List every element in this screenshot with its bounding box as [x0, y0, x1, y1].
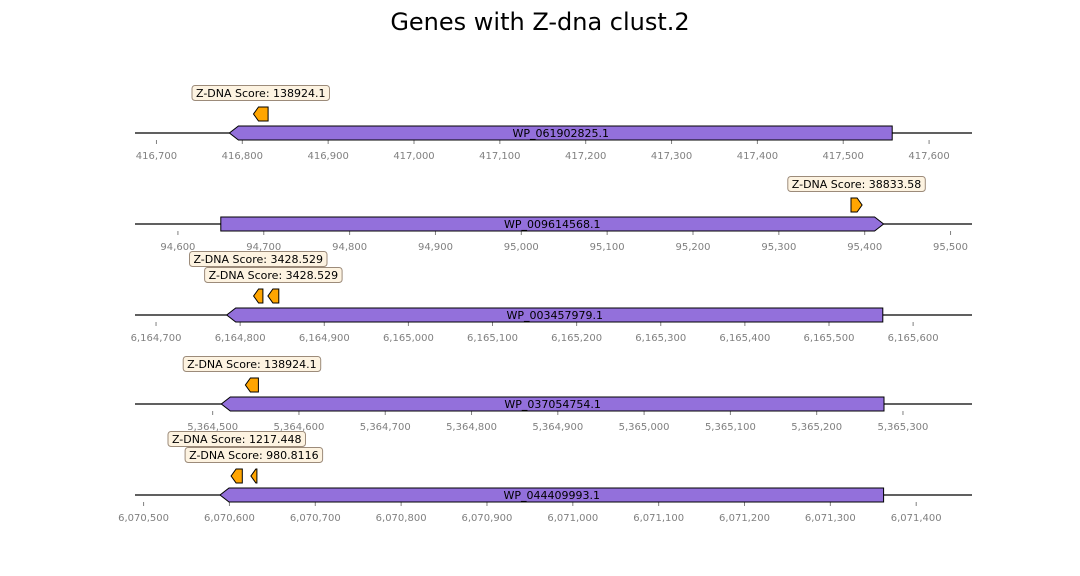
x-tick-label: 95,100 — [590, 242, 625, 253]
x-tick-label: 5,365,300 — [878, 422, 929, 433]
x-tick-label: 94,900 — [418, 242, 453, 253]
zdna-label-text: Z-DNA Score: 138924.1 — [196, 87, 326, 100]
zdna-label-box — [184, 447, 324, 463]
gene-track: 6,070,500 6,070,600 6,070,700 6,070,800 6,07… — [118, 431, 972, 524]
zdna-label-box — [191, 85, 330, 101]
x-tick-label: 5,364,500 — [187, 422, 238, 433]
zdna-score-label: Z-DNA Score: 38833.58 — [787, 176, 926, 192]
zdna-label-box — [787, 176, 926, 192]
x-tick-label: 6,071,300 — [805, 513, 856, 524]
x-tick-label: 5,364,700 — [360, 422, 411, 433]
zdna-feature — [850, 197, 863, 213]
zdna-feature — [267, 288, 280, 304]
zdna-feature — [252, 106, 269, 122]
x-tick-label: 6,070,600 — [204, 513, 255, 524]
zdna-feature — [244, 377, 259, 393]
x-tick-label: 417,300 — [651, 151, 692, 162]
x-tick-label: 416,700 — [136, 151, 177, 162]
zdna-label-text: Z-DNA Score: 138924.1 — [187, 358, 317, 371]
x-tick-label: 6,070,500 — [118, 513, 169, 524]
gene-label: WP_044409993.1 — [504, 489, 601, 502]
gene-label: WP_061902825.1 — [513, 127, 610, 140]
x-tick-label: 6,165,100 — [467, 333, 518, 344]
zdna-label-box — [167, 431, 306, 447]
zdna-label-text: Z-DNA Score: 1217.448 — [172, 433, 302, 446]
x-tick-label: 95,200 — [676, 242, 711, 253]
zdna-score-label: Z-DNA Score: 138924.1 — [191, 85, 330, 101]
x-tick-label: 417,500 — [823, 151, 864, 162]
x-tick-label: 95,000 — [504, 242, 539, 253]
x-tick-label: 6,165,300 — [635, 333, 686, 344]
x-tick-label: 6,071,100 — [633, 513, 684, 524]
x-tick-label: 6,164,900 — [299, 333, 350, 344]
x-tick-label: 5,365,100 — [705, 422, 756, 433]
x-tick-label: 94,700 — [246, 242, 281, 253]
zdna-feature — [230, 468, 243, 484]
gene-arrow — [225, 307, 884, 323]
x-tick-label: 95,400 — [847, 242, 882, 253]
x-tick-label: 5,364,800 — [446, 422, 497, 433]
x-tick-label: 5,365,200 — [791, 422, 842, 433]
zdna-label-text: Z-DNA Score: 38833.58 — [792, 178, 922, 191]
gene-label: WP_003457979.1 — [507, 309, 604, 322]
x-tick-label: 416,800 — [222, 151, 263, 162]
x-tick-label: 6,165,600 — [888, 333, 939, 344]
gene-track: 416,700 416,800 416,900 417,000 417,100 417,2… — [135, 85, 972, 162]
gene-arrow — [219, 487, 885, 503]
zdna-feature — [252, 288, 264, 304]
gene-track: 6,164,700 6,164,800 6,164,900 6,165,000 6,16… — [131, 251, 972, 344]
zdna-label-text: Z-DNA Score: 980.8116 — [189, 449, 319, 462]
x-tick-label: 417,000 — [393, 151, 434, 162]
x-tick-label: 5,365,000 — [619, 422, 670, 433]
x-tick-label: 6,070,900 — [462, 513, 513, 524]
gene-label: WP_009614568.1 — [504, 218, 601, 231]
x-tick-label: 6,165,400 — [719, 333, 770, 344]
x-tick-label: 417,400 — [737, 151, 778, 162]
gene-arrow — [220, 396, 885, 412]
zdna-label-text: Z-DNA Score: 3428.529 — [193, 253, 323, 266]
zdna-feature — [250, 468, 258, 484]
zdna-label-box — [182, 356, 322, 372]
x-tick-label: 6,165,000 — [383, 333, 434, 344]
x-tick-label: 95,300 — [761, 242, 796, 253]
x-tick-label: 417,100 — [479, 151, 520, 162]
x-tick-label: 417,200 — [565, 151, 606, 162]
gene-arrow — [228, 125, 893, 141]
zdna-label-box — [204, 267, 343, 283]
gene-track: 94,600 94,700 94,800 94,900 95,000 95,100 95,2… — [135, 176, 972, 253]
x-tick-label: 6,165,200 — [551, 333, 602, 344]
x-tick-label: 6,071,000 — [547, 513, 598, 524]
x-tick-label: 5,364,900 — [532, 422, 583, 433]
gene-label: WP_037054754.1 — [504, 398, 601, 411]
gene-track: 5,364,500 5,364,600 5,364,700 5,364,800 5,36… — [135, 356, 972, 433]
x-tick-label: 416,900 — [307, 151, 348, 162]
zdna-label-box — [189, 251, 328, 267]
x-tick-label: 6,165,500 — [804, 333, 855, 344]
x-tick-label: 6,071,200 — [719, 513, 770, 524]
zdna-score-label: Z-DNA Score: 3428.529 — [204, 267, 343, 283]
x-tick-label: 6,164,800 — [215, 333, 266, 344]
x-tick-label: 6,070,800 — [376, 513, 427, 524]
chart-title: Genes with Z-dna clust.2 — [390, 8, 690, 36]
x-tick-label: 417,600 — [908, 151, 949, 162]
zdna-score-label: Z-DNA Score: 138924.1 — [182, 356, 322, 372]
x-tick-label: 94,800 — [332, 242, 367, 253]
zdna-label-text: Z-DNA Score: 3428.529 — [209, 269, 339, 282]
zdna-score-label: Z-DNA Score: 980.8116 — [184, 447, 324, 463]
x-tick-label: 94,600 — [160, 242, 195, 253]
x-tick-label: 6,164,700 — [131, 333, 182, 344]
x-tick-label: 5,364,600 — [273, 422, 324, 433]
zdna-score-label: Z-DNA Score: 1217.448 — [167, 431, 306, 447]
gene-arrow — [220, 216, 885, 232]
zdna-score-label: Z-DNA Score: 3428.529 — [189, 251, 328, 267]
x-tick-label: 6,071,400 — [891, 513, 942, 524]
x-tick-label: 95,500 — [933, 242, 968, 253]
x-tick-label: 6,070,700 — [290, 513, 341, 524]
